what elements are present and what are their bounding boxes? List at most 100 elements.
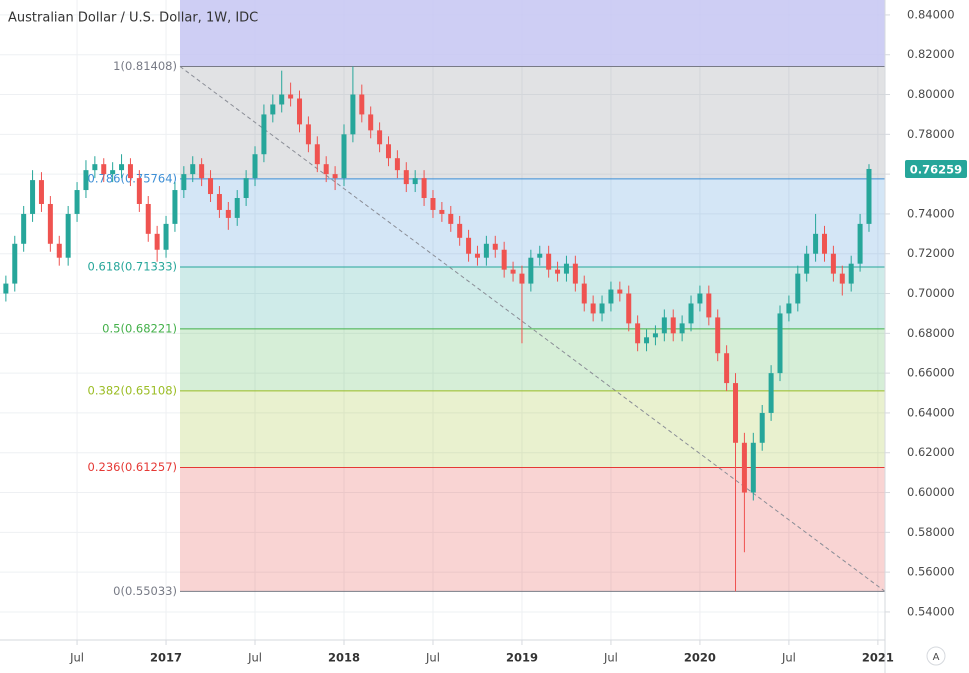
candle-body bbox=[492, 243, 498, 250]
fib-zone bbox=[180, 66, 885, 179]
candle-body bbox=[466, 237, 472, 254]
y-tick-label: 0.66000 bbox=[907, 366, 955, 380]
candle-body bbox=[733, 383, 739, 443]
y-tick-label: 0.60000 bbox=[907, 485, 955, 499]
candle-body bbox=[225, 209, 231, 218]
candle-body bbox=[385, 144, 391, 159]
candle-body bbox=[617, 289, 623, 294]
candle-body bbox=[216, 194, 222, 210]
fib-level-label: 0.786(0.75764) bbox=[88, 171, 177, 185]
candle-body bbox=[30, 180, 36, 214]
candle-body bbox=[777, 313, 783, 374]
candle-body bbox=[537, 253, 543, 258]
candle-body bbox=[172, 190, 178, 224]
candle-body bbox=[279, 94, 285, 105]
y-tick-label: 0.84000 bbox=[907, 7, 955, 21]
candle-body bbox=[635, 323, 641, 344]
x-tick-label: 2018 bbox=[328, 651, 360, 665]
candle-body bbox=[136, 178, 142, 204]
candle-body bbox=[208, 178, 214, 195]
fib-level-label: 1(0.81408) bbox=[113, 59, 177, 73]
candle-body bbox=[377, 130, 383, 145]
candle-body bbox=[270, 104, 276, 115]
y-tick-label: 0.54000 bbox=[907, 604, 955, 618]
candle-body bbox=[483, 243, 489, 258]
x-tick-label: Jul bbox=[781, 651, 796, 665]
candle-body bbox=[448, 213, 454, 224]
candle-body bbox=[510, 269, 516, 274]
fib-zone bbox=[180, 328, 885, 391]
candle-body bbox=[848, 263, 854, 284]
candle-body bbox=[563, 263, 569, 274]
y-tick-label: 0.56000 bbox=[907, 565, 955, 579]
x-tick-label: 2017 bbox=[150, 651, 182, 665]
candle-body bbox=[243, 178, 249, 199]
candle-body bbox=[599, 303, 605, 314]
candle-body bbox=[519, 273, 525, 284]
candle-body bbox=[697, 293, 703, 304]
x-tick-label: 2021 bbox=[862, 651, 894, 665]
auto-scale-button[interactable] bbox=[926, 646, 946, 666]
x-tick-label: Jul bbox=[425, 651, 440, 665]
fib-zone bbox=[180, 178, 885, 268]
candle-body bbox=[652, 333, 658, 338]
candle-body bbox=[3, 283, 9, 294]
candle-body bbox=[341, 134, 347, 179]
candle-body bbox=[261, 114, 267, 155]
candle-body bbox=[359, 94, 365, 115]
y-tick-label: 0.70000 bbox=[907, 286, 955, 300]
candle-body bbox=[12, 243, 18, 284]
auto-scale-label[interactable]: A bbox=[933, 652, 940, 663]
last-price-label: 0.76259 bbox=[910, 162, 962, 176]
candle-body bbox=[741, 442, 747, 493]
candle-body bbox=[332, 174, 338, 179]
candle-body bbox=[804, 253, 810, 274]
candle-body bbox=[288, 94, 294, 99]
x-tick-label: Jul bbox=[247, 651, 262, 665]
candle-body bbox=[163, 223, 169, 250]
candle-body bbox=[768, 373, 774, 413]
candle-body bbox=[430, 198, 436, 210]
fib-zone bbox=[180, 390, 885, 468]
candle-body bbox=[590, 303, 596, 314]
fib-level-label: 0.382(0.65108) bbox=[88, 383, 177, 397]
y-tick-label: 0.62000 bbox=[907, 445, 955, 459]
candle-body bbox=[581, 283, 587, 304]
candle-body bbox=[190, 164, 196, 175]
y-tick-label: 0.68000 bbox=[907, 326, 955, 340]
candle-body bbox=[572, 263, 578, 284]
candle-body bbox=[127, 164, 133, 179]
fib-zones: 1(0.81408) 0.786(0.75764) 0.618(0.71333) 0.… bbox=[88, 0, 886, 598]
candle-body bbox=[670, 317, 676, 334]
y-tick-label: 0.58000 bbox=[907, 525, 955, 539]
candle-body bbox=[323, 164, 329, 175]
candle-body bbox=[314, 144, 320, 165]
x-tick-label: 2020 bbox=[684, 651, 716, 665]
candle-body bbox=[857, 223, 863, 264]
candle-body bbox=[706, 293, 712, 318]
candle-body bbox=[38, 180, 44, 204]
candle-body bbox=[394, 158, 400, 171]
candle-body bbox=[368, 114, 374, 131]
fib-level-label: 0.618(0.71333) bbox=[88, 260, 177, 274]
candle-body bbox=[154, 233, 160, 250]
chart-title: Australian Dollar / U.S. Dollar, 1W, IDC bbox=[8, 11, 258, 26]
y-tick-label: 0.82000 bbox=[907, 47, 955, 61]
candle-body bbox=[688, 303, 694, 324]
candle-body bbox=[813, 233, 819, 254]
candle-body bbox=[21, 213, 27, 244]
candle-body bbox=[110, 170, 116, 175]
candle-body bbox=[759, 412, 765, 443]
candle-body bbox=[56, 243, 62, 258]
candle-body bbox=[305, 124, 311, 145]
candle-body bbox=[92, 164, 98, 171]
last-price-box bbox=[905, 159, 967, 178]
fib-level-label: 0.236(0.61257) bbox=[88, 460, 177, 474]
candle-body bbox=[439, 209, 445, 214]
candle-body bbox=[608, 289, 614, 304]
candle-body bbox=[47, 203, 53, 244]
candle-body bbox=[403, 170, 409, 185]
candle-body bbox=[724, 353, 730, 384]
